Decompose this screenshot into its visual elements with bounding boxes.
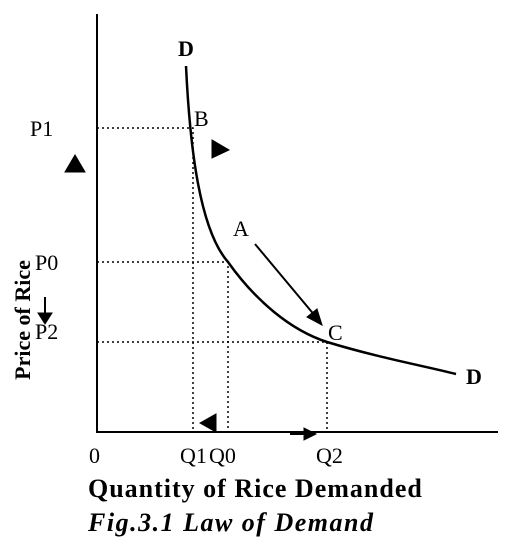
arrow-a-c-shaft [254, 243, 317, 318]
axes [96, 14, 498, 433]
arrows [37, 139, 323, 441]
guide-p0-q0 [97, 261, 229, 432]
point-label: B [194, 106, 209, 131]
arrow-right-b [211, 139, 231, 159]
price-label: P2 [35, 319, 58, 344]
quantity-label: Q0 [209, 443, 236, 468]
caption: Fig.3.1 Law of Demand [87, 508, 374, 537]
quantity-label: 0 [89, 443, 100, 468]
arrow-up [64, 154, 86, 173]
price-label: P0 [35, 250, 58, 275]
arrow-left [198, 413, 217, 433]
arrow-right-head [303, 427, 318, 441]
demand-curve [184, 65, 457, 376]
curve-label: D [178, 36, 194, 61]
price-label: P1 [30, 116, 53, 141]
quantity-label: Q1 [180, 443, 207, 468]
guide-p1-q1 [97, 127, 194, 432]
quantity-label: Q2 [316, 443, 343, 468]
curve-label: D [466, 364, 482, 389]
arrow-a-c-head [306, 308, 323, 327]
y-axis-label: Price of Rice [10, 260, 35, 380]
x-axis-label: Quantity of Rice Demanded [88, 474, 423, 503]
guide-lines [97, 127, 328, 432]
arrow-down-head [37, 312, 53, 325]
point-label: A [233, 216, 249, 241]
point-label: C [328, 320, 343, 345]
